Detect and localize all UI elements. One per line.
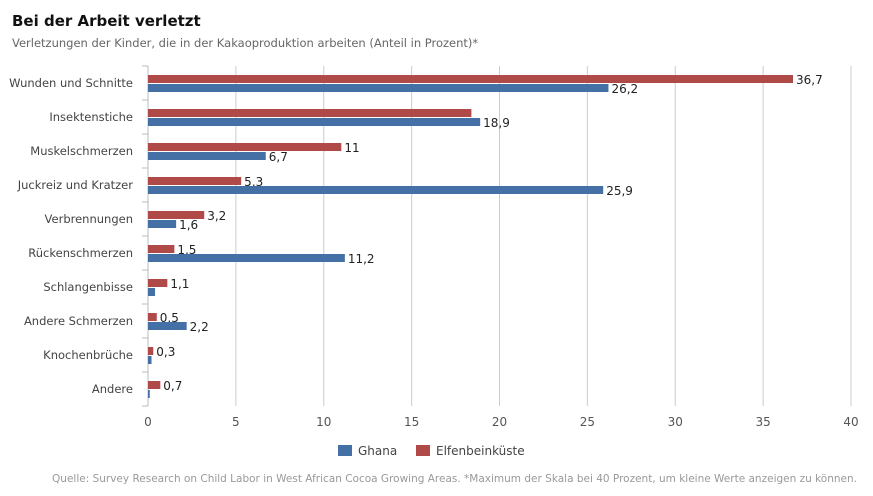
x-tick-label: 35 [755,415,770,429]
bar-elfenbeinkueste [148,313,157,321]
data-label: 1,6 [179,218,198,232]
bar-elfenbeinkueste [148,245,175,253]
data-label: 5,3 [244,175,263,189]
legend-swatch [416,445,430,456]
x-tick-label: 25 [580,415,595,429]
category-label: Knochenbrüche [43,348,133,362]
data-label: 1,1 [170,277,189,291]
legend-swatch [338,445,352,456]
data-label: 18,9 [483,116,510,130]
bar-elfenbeinkueste [148,279,168,287]
source-note: Quelle: Survey Research on Child Labor i… [52,473,857,485]
data-label: 25,9 [606,184,633,198]
bar-elfenbeinkueste [148,347,154,355]
bar-elfenbeinkueste [148,177,242,185]
category-label: Juckreiz und Kratzer [17,178,134,192]
category-label: Insektenstiche [49,110,133,124]
chart-subtitle: Verletzungen der Kinder, die in der Kaka… [12,36,479,50]
x-tick-label: 20 [492,415,507,429]
data-label: 6,7 [269,150,288,164]
x-tick-label: 0 [144,415,152,429]
bar-elfenbeinkueste [148,381,161,389]
bar-ghana [148,118,481,126]
bar-elfenbeinkueste [148,143,342,151]
bar-ghana [148,356,152,364]
legend-label: Ghana [358,444,397,458]
data-label: 11,2 [348,252,375,266]
x-tick-label: 10 [316,415,331,429]
category-label: Andere [92,382,133,396]
bar-elfenbeinkueste [148,211,205,219]
data-label: 36,7 [796,73,823,87]
bar-ghana [148,186,604,194]
x-tick-label: 5 [232,415,240,429]
category-label: Andere Schmerzen [24,314,133,328]
data-label: 3,2 [207,209,226,223]
category-label: Verbrennungen [45,212,133,226]
x-tick-label: 15 [404,415,419,429]
bar-elfenbeinkueste [148,75,794,83]
data-label: 0,7 [163,379,182,393]
category-label: Rückenschmerzen [28,246,133,260]
data-label: 1,5 [177,243,196,257]
bar-ghana [148,220,177,228]
bar-ghana [148,288,156,296]
x-tick-label: 30 [668,415,683,429]
bar-ghana [148,322,187,330]
data-label: 26,2 [611,82,638,96]
x-tick-label: 40 [843,415,858,429]
bar-ghana [148,390,150,398]
bar-ghana [148,84,609,92]
bar-elfenbeinkueste [148,109,472,117]
data-label: 0,3 [156,345,175,359]
legend-label: Elfenbeinküste [436,444,525,458]
bar-ghana [148,152,266,160]
bar-ghana [148,254,345,262]
data-label: 2,2 [190,320,209,334]
category-label: Muskelschmerzen [30,144,133,158]
data-label: 0,5 [160,311,179,325]
chart-title: Bei der Arbeit verletzt [12,12,201,30]
category-label: Schlangenbisse [43,280,133,294]
category-label: Wunden und Schnitte [9,76,133,90]
data-label: 11 [344,141,359,155]
